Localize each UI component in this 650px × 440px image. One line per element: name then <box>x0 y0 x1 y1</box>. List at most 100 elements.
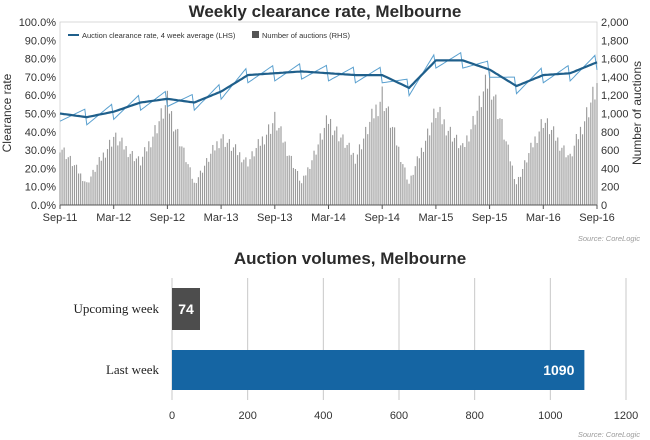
top-source-note: Source: CoreLogic <box>578 234 640 243</box>
auction-volume-bar <box>299 180 301 205</box>
auction-volume-bar <box>301 183 303 205</box>
auction-volume-bar <box>71 166 73 205</box>
bottom-x-axis-ticks: 0 200 400 600 800 1000 1200 <box>169 410 638 422</box>
auction-volume-bar <box>319 133 321 205</box>
top-x-axis-ticks: Sep-11 Mar-12 Sep-12 Mar-13 Sep-13 Mar-14 Sep-… <box>43 205 615 224</box>
auction-volume-bar <box>179 146 181 205</box>
top-x-tick-label: Mar-12 <box>96 212 131 224</box>
top-y2-tick-label: 1,400 <box>601 72 629 84</box>
auction-volume-bar <box>342 134 344 205</box>
auction-volume-bar <box>373 118 375 205</box>
auction-volume-bar <box>329 118 332 205</box>
auction-volume-bar <box>433 108 435 205</box>
auction-volume-bar <box>181 146 183 205</box>
auction-volume-bar <box>92 169 94 205</box>
auction-volume-bar <box>363 138 365 205</box>
auction-volume-bar <box>288 155 290 205</box>
auction-volume-bar <box>94 171 96 205</box>
auction-volume-bar <box>408 183 410 205</box>
auction-volume-bar <box>222 134 224 205</box>
auction-volume-bar <box>125 146 127 205</box>
auction-volume-bar <box>243 159 245 205</box>
top-y2-tick-label: 1,200 <box>601 90 629 102</box>
auction-volume-bar <box>268 124 270 205</box>
auction-volume-bar <box>189 167 191 205</box>
auction-volume-bar <box>437 112 439 205</box>
auction-volume-bar <box>280 126 282 205</box>
auction-volume-bar <box>346 145 348 205</box>
auction-volume-bar <box>480 107 482 205</box>
auction-volume-bar <box>274 111 276 205</box>
auction-volume-bar <box>427 128 429 205</box>
auction-volume-bar <box>232 147 235 205</box>
auction-volume-bar <box>154 125 156 205</box>
bottom-chart-plot: 74 1090 Upcoming week Last week <box>73 278 627 400</box>
auction-volume-bar <box>391 126 394 205</box>
top-y2-tick-label: 1,000 <box>601 109 629 121</box>
auction-volume-bar <box>414 166 416 205</box>
auction-volume-bar <box>191 178 193 205</box>
auction-volume-bar <box>96 164 98 205</box>
auction-volume-bar <box>515 184 518 205</box>
auction-volume-bar <box>166 90 168 205</box>
auction-volume-bar <box>253 156 255 205</box>
auction-volume-bar <box>61 149 63 205</box>
auction-volume-bar <box>557 137 559 205</box>
auction-volume-bar <box>365 126 367 205</box>
auction-volume-bar <box>586 107 588 205</box>
auction-volume-bar <box>563 145 565 205</box>
auction-volume-bar <box>470 129 472 205</box>
auction-volume-bar <box>511 165 513 205</box>
auction-volume-bar <box>522 168 524 205</box>
auction-volume-bar <box>170 111 173 205</box>
auction-volume-bar <box>577 139 579 205</box>
top-y-tick-label: 10.0% <box>25 182 56 194</box>
auction-volume-bar <box>245 157 247 205</box>
auction-volume-bar <box>239 152 241 205</box>
auction-volume-bar <box>80 173 82 205</box>
auction-volume-bar <box>146 151 148 205</box>
auction-volume-bar <box>193 182 195 205</box>
auction-volume-bar <box>575 133 577 205</box>
auction-volume-bar <box>503 139 505 205</box>
auction-volume-bar <box>67 157 69 205</box>
top-y-tick-label: 70.0% <box>25 72 56 84</box>
auction-volume-bar <box>197 177 199 205</box>
auction-volume-bar <box>530 142 532 205</box>
bottom-x-tick-label: 400 <box>314 410 332 422</box>
auction-volume-bar <box>559 150 561 205</box>
auction-volume-bar <box>117 145 119 205</box>
auction-volume-bar <box>340 137 342 205</box>
legend-bar-swatch <box>252 31 259 38</box>
auction-volume-bar <box>325 115 328 205</box>
top-x-tick-label: Mar-16 <box>526 212 561 224</box>
auction-volume-bar <box>111 146 113 205</box>
auction-volume-bar <box>412 174 414 205</box>
top-y2-tick-label: 1,600 <box>601 54 629 66</box>
auction-volume-bar <box>394 127 396 205</box>
auction-volume-bar <box>137 156 140 205</box>
top-x-tick-label: Sep-12 <box>150 212 185 224</box>
auction-volume-bar <box>493 96 495 205</box>
auction-volume-bar <box>208 161 210 205</box>
auction-volume-bar <box>115 132 117 205</box>
bottom-chart-title: Auction volumes, Melbourne <box>234 249 466 268</box>
auction-volume-bar <box>162 118 164 205</box>
legend-bar-label: Number of auctions (RHS) <box>262 31 350 40</box>
top-chart-plot <box>59 21 598 206</box>
auction-volume-bar <box>102 152 104 205</box>
auction-volume-bar <box>63 147 65 205</box>
auction-volume-bar <box>257 139 259 205</box>
auction-volume-bar <box>553 126 555 205</box>
auction-volume-bar <box>385 108 387 205</box>
auction-volume-bar <box>307 167 309 205</box>
auction-volume-bar <box>455 134 458 205</box>
auction-volume-bar <box>135 158 137 205</box>
upcoming-week-value-label: 74 <box>178 301 194 317</box>
top-x-tick-label: Sep-14 <box>364 212 399 224</box>
auction-volume-bar <box>350 154 352 205</box>
auction-volume-bar <box>265 134 268 205</box>
auction-volume-bar <box>334 130 336 205</box>
auction-volume-bar <box>356 154 358 205</box>
